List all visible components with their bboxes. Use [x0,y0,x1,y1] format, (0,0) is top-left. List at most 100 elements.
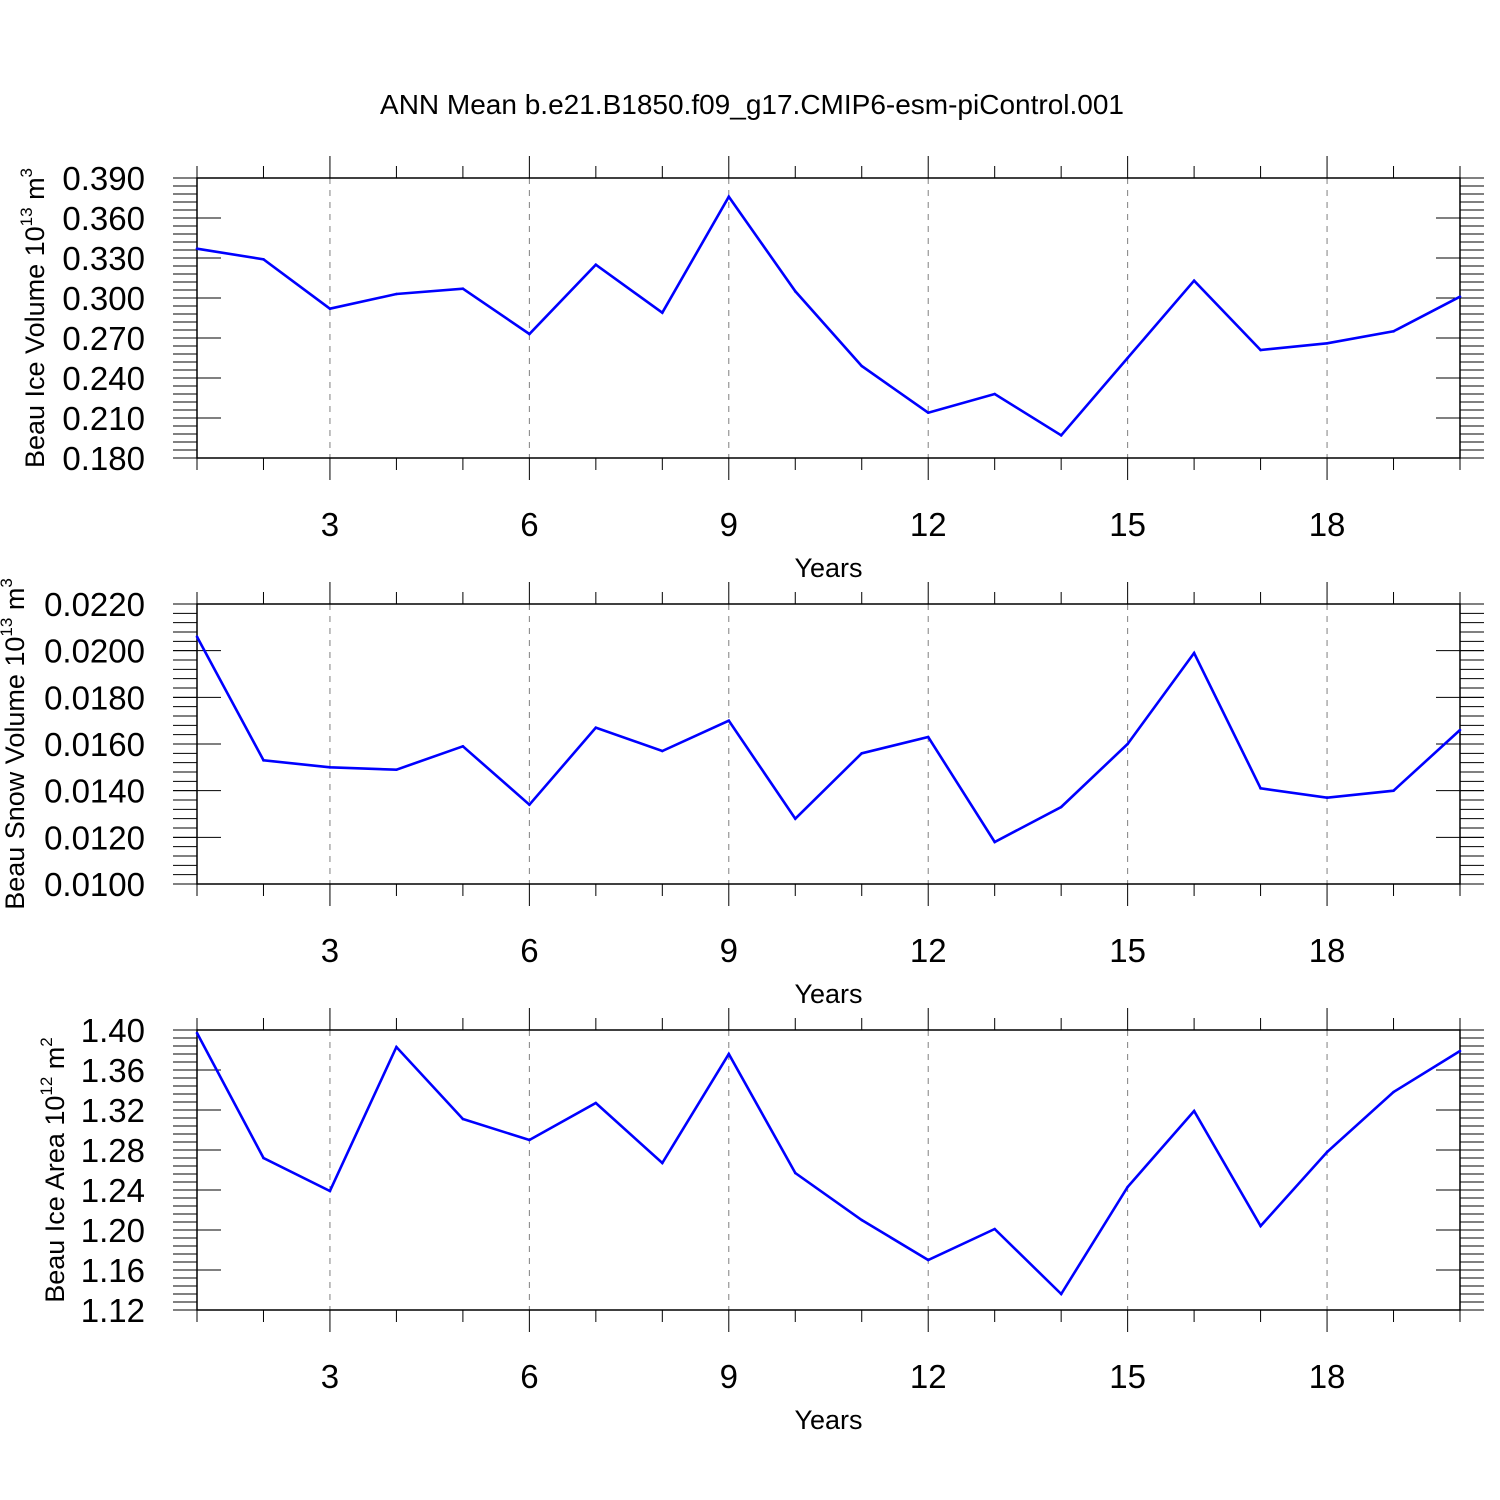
data-point [1325,342,1329,345]
x-tick-label: 6 [520,1358,538,1395]
data-point [1059,805,1063,809]
x-tick-label: 12 [910,932,947,969]
data-point [328,307,332,310]
plot-frame [196,603,1461,885]
x-tick-label: 6 [520,506,538,543]
x-tick-label: 12 [910,506,947,543]
y-tick-label: 1.16 [81,1252,145,1289]
y-axis-label-text: m [0,588,30,618]
data-point [262,759,265,762]
data-point [528,332,531,336]
data-point [993,1227,996,1231]
y-tick-label: 1.40 [81,1012,145,1049]
x-axis-label: Years [794,1405,862,1435]
data-point [1192,1109,1196,1113]
x-tick-label: 9 [720,506,738,543]
y-axis-label-superscript: 2 [37,1037,56,1046]
y-tick-label: 0.390 [62,160,145,197]
y-tick-label: 0.0180 [44,679,145,716]
data-point [1192,651,1196,655]
data-point [727,195,731,198]
y-axis-label-text: Beau Ice Volume 10 [20,226,50,468]
y-tick-label: 0.300 [62,280,145,317]
plot-frame [196,1029,1461,1311]
data-point [1392,1090,1395,1094]
y-axis-label: Beau Ice Area 1012 m2 [37,1037,70,1303]
data-point [461,745,465,748]
data-point [860,752,864,755]
data-point [594,1101,598,1105]
data-point [1126,1185,1129,1189]
data-point [1259,1224,1262,1228]
data-point [793,290,797,293]
data-point [926,411,930,414]
y-tick-label: 0.180 [62,440,145,477]
data-point [195,247,199,250]
data-point [1059,1292,1063,1296]
x-tick-label: 9 [720,932,738,969]
y-axis-label: Beau Snow Volume 1013 m3 [0,578,30,910]
x-tick-label: 15 [1109,932,1146,969]
y-axis-label-superscript: 3 [0,578,16,587]
data-point [1325,796,1329,799]
series-line [195,1032,1461,1297]
x-tick-label: 18 [1309,1358,1346,1395]
data-point [1259,787,1262,790]
y-tick-label: 1.12 [81,1292,145,1329]
plot-frame [196,177,1461,459]
data-point [262,258,265,261]
x-tick-label: 3 [321,1358,339,1395]
data-point [594,726,598,729]
y-tick-label: 1.20 [81,1212,145,1249]
x-tick-label: 3 [321,506,339,543]
data-point [926,735,930,739]
x-tick-label: 18 [1309,506,1346,543]
y-axis-label: Beau Ice Volume 1013 m3 [17,168,50,468]
panel-2: 3 6 9 12 15 18 0.0100 0.0120 0.0140 0.0160 0.0180 0… [0,578,1484,1009]
series-line [195,636,1461,844]
data-point [793,1171,797,1175]
data-point [661,311,664,314]
data-point [195,1031,199,1035]
x-tick-label: 15 [1109,1358,1146,1395]
y-tick-label: 0.240 [62,360,145,397]
y-tick-label: 0.0200 [44,633,145,670]
x-tick-label: 18 [1309,932,1346,969]
y-tick-label: 1.28 [81,1132,145,1169]
y-axis-label-superscript: 3 [17,168,36,177]
series-line [196,194,1461,437]
x-tick-label: 12 [910,1358,947,1395]
y-axis-label-text: m [20,177,50,207]
y-axis-label-superscript: 12 [37,1077,56,1096]
x-tick-label: 9 [720,1358,738,1395]
data-point [1192,279,1196,282]
data-point [594,263,598,266]
x-tick-label: 15 [1109,506,1146,543]
data-point [860,364,864,368]
data-point [528,1138,531,1142]
data-point [993,840,996,844]
y-tick-label: 0.0160 [44,726,145,763]
y-tick-label: 1.24 [81,1172,145,1209]
y-tick-label: 1.36 [81,1052,145,1089]
data-point [1126,356,1129,360]
x-tick-label: 3 [321,932,339,969]
x-axis-label: Years [794,979,862,1009]
panel-1: 3 6 9 12 15 180.1800.2100.2400.2700.3000.3300… [17,156,1484,583]
y-tick-label: 0.0120 [44,819,145,856]
data-point [1458,728,1462,732]
y-axis-label-text: Beau Snow Volume 10 [0,637,30,910]
y-tick-label: 0.270 [62,320,145,357]
y-tick-label: 0.0100 [44,866,145,903]
y-axis-label-text: m [40,1047,70,1077]
x-axis-label: Years [794,553,862,583]
x-tick-label: 6 [520,932,538,969]
data-point [461,1117,465,1121]
y-axis-label-superscript: 13 [17,207,36,226]
data-point [461,287,465,290]
data-point [1392,789,1395,792]
data-point [1392,330,1395,333]
panel-3: 3 6 9 12 15 18 1.121.161.201.241.281.321.361.4… [37,1008,1484,1435]
figure-title: ANN Mean b.e21.B1850.f09_g17.CMIP6-esm-p… [380,89,1124,120]
